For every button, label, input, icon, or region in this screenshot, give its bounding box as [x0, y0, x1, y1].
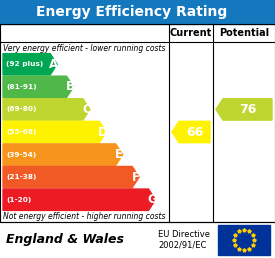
Text: (55-68): (55-68) — [6, 129, 36, 135]
Text: Current: Current — [170, 28, 212, 38]
Text: A: A — [49, 58, 58, 71]
Polygon shape — [3, 166, 139, 188]
Text: F: F — [132, 171, 140, 184]
Text: Very energy efficient - lower running costs: Very energy efficient - lower running co… — [3, 44, 166, 53]
Bar — [0, 0, 275, 24]
Text: B: B — [65, 80, 75, 93]
Bar — [0, 24, 275, 222]
Text: 66: 66 — [186, 125, 203, 139]
Text: Potential: Potential — [219, 28, 269, 38]
Text: E: E — [115, 148, 123, 161]
Text: G: G — [147, 193, 157, 206]
Text: (1-20): (1-20) — [6, 197, 31, 203]
Text: Energy Efficiency Rating: Energy Efficiency Rating — [36, 5, 228, 19]
Polygon shape — [3, 99, 90, 120]
Text: (39-54): (39-54) — [6, 151, 36, 158]
Polygon shape — [3, 189, 156, 211]
Polygon shape — [3, 144, 123, 165]
Text: 76: 76 — [239, 103, 256, 116]
Text: Not energy efficient - higher running costs: Not energy efficient - higher running co… — [3, 212, 166, 221]
Bar — [218, 225, 270, 255]
Text: England & Wales: England & Wales — [6, 233, 124, 246]
Polygon shape — [3, 121, 106, 143]
Text: D: D — [98, 125, 108, 139]
Text: (92 plus): (92 plus) — [6, 61, 43, 67]
Polygon shape — [3, 76, 73, 98]
Polygon shape — [3, 54, 57, 75]
Text: (69-80): (69-80) — [6, 107, 36, 112]
Text: EU Directive
2002/91/EC: EU Directive 2002/91/EC — [158, 230, 210, 250]
Polygon shape — [216, 99, 272, 120]
Text: (21-38): (21-38) — [6, 174, 36, 180]
Polygon shape — [172, 121, 210, 143]
Text: C: C — [82, 103, 91, 116]
Text: (81-91): (81-91) — [6, 84, 37, 90]
